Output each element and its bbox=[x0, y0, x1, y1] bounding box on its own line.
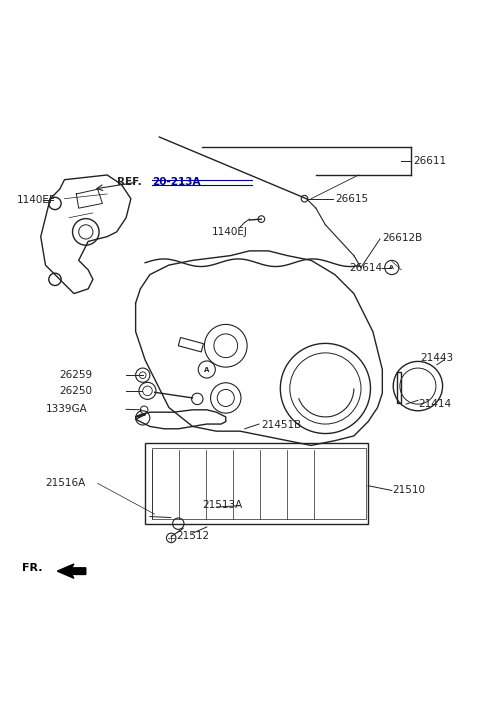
Text: 21513A: 21513A bbox=[202, 500, 242, 510]
Bar bbox=[145, 443, 368, 523]
Text: A: A bbox=[389, 266, 394, 271]
Text: 1140EF: 1140EF bbox=[17, 194, 56, 204]
Text: 21414: 21414 bbox=[418, 399, 451, 409]
Text: 21451B: 21451B bbox=[261, 420, 301, 430]
Text: 26250: 26250 bbox=[60, 386, 93, 396]
Text: 20-213A: 20-213A bbox=[152, 177, 201, 187]
Text: 1140EJ: 1140EJ bbox=[212, 227, 247, 237]
Text: REF.: REF. bbox=[117, 177, 142, 187]
Text: 26612B: 26612B bbox=[383, 233, 422, 243]
Bar bbox=[179, 338, 204, 352]
Text: 26615: 26615 bbox=[335, 194, 368, 204]
Text: 1339GA: 1339GA bbox=[46, 405, 87, 414]
Bar bbox=[152, 448, 366, 519]
Text: 21443: 21443 bbox=[420, 353, 454, 363]
Text: 26614: 26614 bbox=[349, 264, 383, 274]
Text: 26259: 26259 bbox=[60, 370, 93, 380]
Polygon shape bbox=[57, 564, 86, 578]
Text: 21516A: 21516A bbox=[46, 478, 86, 488]
Text: FR.: FR. bbox=[22, 563, 42, 573]
Text: 21512: 21512 bbox=[176, 531, 209, 541]
Text: 21510: 21510 bbox=[392, 485, 425, 495]
Text: A: A bbox=[204, 367, 209, 373]
Text: 26611: 26611 bbox=[413, 156, 446, 166]
